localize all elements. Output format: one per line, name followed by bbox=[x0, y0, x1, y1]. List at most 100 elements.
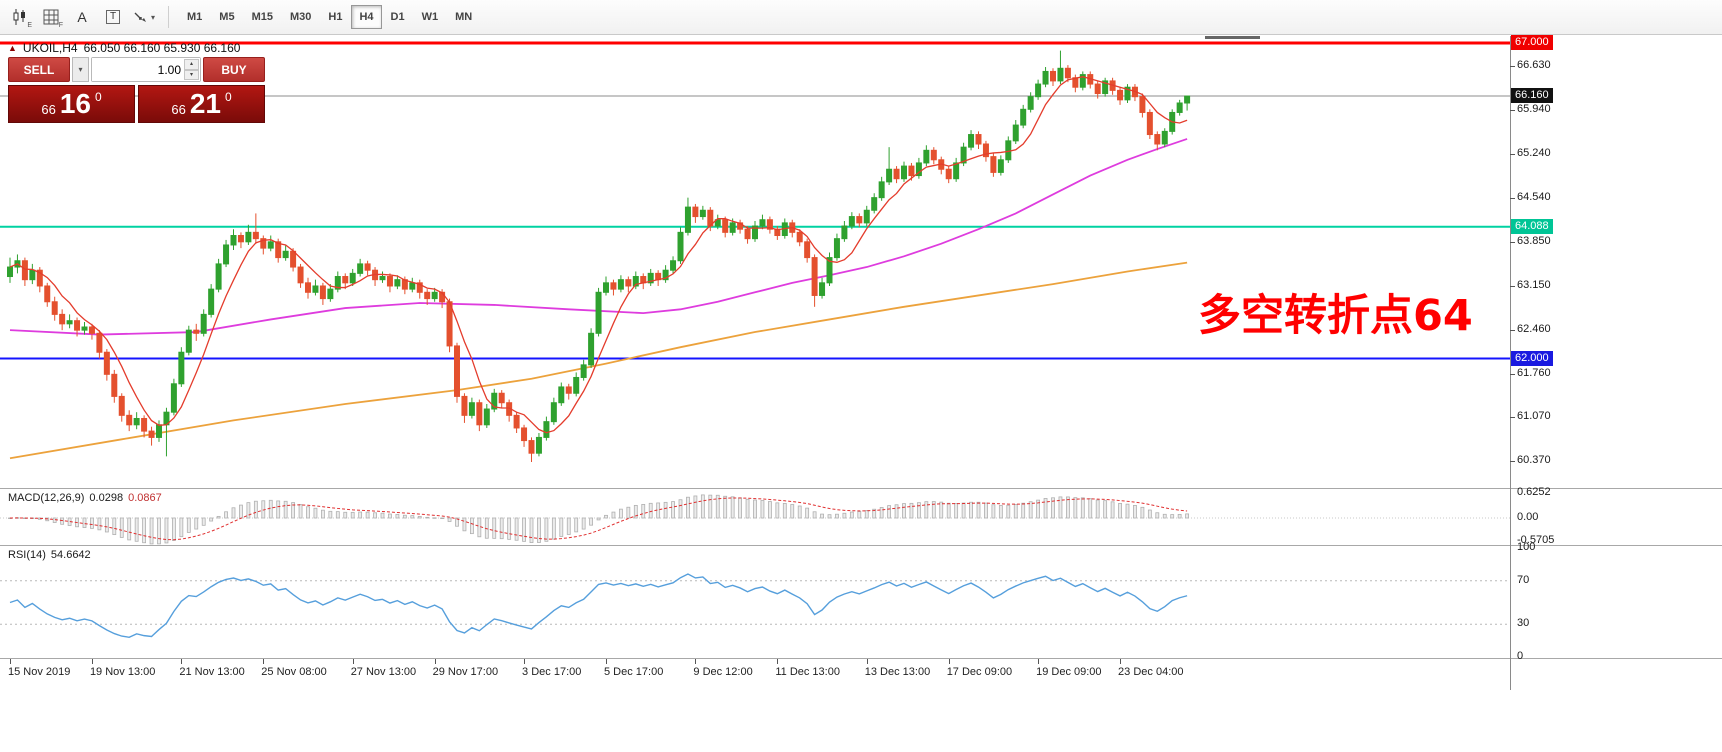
grid-icon[interactable]: F bbox=[37, 4, 65, 30]
text-tool-icon[interactable]: T bbox=[99, 4, 127, 30]
volume-field: ▴ ▾ bbox=[91, 57, 201, 82]
fast-ma-line bbox=[9, 76, 1188, 434]
candle bbox=[81, 321, 88, 335]
volume-increase-button[interactable]: ▴ bbox=[184, 59, 199, 70]
timeframe-w1[interactable]: W1 bbox=[414, 5, 447, 29]
candle bbox=[319, 282, 326, 305]
rsi-indicator-chart[interactable] bbox=[0, 546, 1510, 658]
candle bbox=[88, 323, 95, 340]
order-type-dropdown[interactable]: ▾ bbox=[72, 57, 89, 82]
macd-axis-label: 0.00 bbox=[1517, 511, 1539, 523]
candle bbox=[737, 219, 744, 234]
time-axis-label: 29 Nov 17:00 bbox=[432, 666, 499, 678]
sell-big-figure: 66 bbox=[41, 102, 56, 117]
candle bbox=[1176, 99, 1183, 116]
candle bbox=[118, 393, 125, 422]
time-axis-tick bbox=[777, 659, 779, 664]
price-level-badge: 62.000 bbox=[1511, 350, 1553, 366]
time-axis-tick bbox=[1120, 659, 1122, 664]
top-toolbar: E F A T ▾ M1 M5 M15 M30 H1 H4 D1 W1 MN bbox=[0, 0, 1722, 35]
price-axis-label: 65.940 bbox=[1517, 102, 1551, 115]
candle bbox=[36, 267, 43, 293]
timeframe-m15[interactable]: M15 bbox=[244, 5, 281, 29]
time-axis-label: 17 Dec 09:00 bbox=[946, 666, 1013, 678]
candle bbox=[1184, 95, 1191, 111]
sell-pips: 16 bbox=[59, 88, 91, 119]
rsi-panel-divider[interactable] bbox=[0, 545, 1722, 546]
buy-button[interactable]: BUY bbox=[203, 57, 265, 82]
candle bbox=[379, 271, 386, 283]
candle bbox=[513, 412, 520, 434]
candle bbox=[1057, 50, 1064, 85]
rsi-axis-label: 70 bbox=[1517, 573, 1530, 586]
candles-layer bbox=[7, 50, 1191, 463]
chart-scrollbar-thumb[interactable] bbox=[1205, 36, 1260, 39]
candle bbox=[1154, 131, 1161, 151]
candle bbox=[826, 252, 833, 286]
candle bbox=[1117, 87, 1124, 105]
candle bbox=[1146, 109, 1153, 139]
candle bbox=[997, 155, 1004, 176]
one-click-toggle-icon[interactable]: ▲ bbox=[8, 43, 17, 53]
time-axis-label: 27 Nov 13:00 bbox=[350, 666, 417, 678]
chart-annotation-text: 多空转折点64 bbox=[1198, 291, 1473, 341]
candle bbox=[66, 314, 73, 329]
price-axis-label: 63.150 bbox=[1517, 278, 1551, 291]
sell-button[interactable]: SELL bbox=[8, 57, 70, 82]
candle bbox=[982, 140, 989, 162]
timeframe-h4[interactable]: H4 bbox=[351, 5, 382, 29]
buy-point: 0 bbox=[224, 90, 232, 104]
buy-price-button[interactable]: 66 21 0 bbox=[138, 85, 265, 123]
price-axis-label: 61.760 bbox=[1517, 366, 1551, 379]
candlestick-chart-icon[interactable]: E bbox=[6, 4, 34, 30]
candle bbox=[349, 268, 356, 286]
candle bbox=[1027, 92, 1034, 113]
candle bbox=[282, 244, 289, 261]
rsi-axis-label: 30 bbox=[1517, 617, 1530, 630]
macd-panel-divider[interactable] bbox=[0, 488, 1722, 489]
rsi-axis-label: 100 bbox=[1517, 541, 1536, 553]
candle bbox=[327, 284, 334, 302]
macd-indicator-chart[interactable] bbox=[0, 489, 1510, 545]
macd-name: MACD(12,26,9) bbox=[8, 492, 85, 504]
time-axis-tick bbox=[866, 659, 868, 664]
price-axis-label: 60.370 bbox=[1517, 454, 1551, 467]
candle bbox=[461, 393, 468, 423]
volume-decrease-button[interactable]: ▾ bbox=[184, 69, 199, 80]
volume-input[interactable] bbox=[92, 58, 200, 81]
time-axis-tick bbox=[10, 659, 11, 664]
timeframe-d1[interactable]: D1 bbox=[383, 5, 413, 29]
time-axis-label: 15 Nov 2019 bbox=[8, 666, 71, 678]
candle bbox=[111, 369, 118, 403]
symbol-period-label: UKOIL,H4 bbox=[22, 41, 78, 55]
time-axis-tick bbox=[524, 659, 526, 664]
timeframe-mn[interactable]: MN bbox=[447, 5, 480, 29]
icon-sub-letter: E bbox=[27, 22, 32, 29]
candle bbox=[923, 145, 930, 167]
ohlc-values-label: 66.050 66.160 65.930 66.160 bbox=[83, 41, 241, 55]
timeframe-m1[interactable]: M1 bbox=[179, 5, 210, 29]
toolbar-separator bbox=[168, 6, 169, 28]
candle bbox=[1020, 104, 1027, 129]
symbol-info: ▲ UKOIL,H4 66.050 66.160 65.930 66.160 bbox=[8, 41, 240, 55]
time-axis-label: 5 Dec 17:00 bbox=[604, 666, 664, 678]
candle bbox=[431, 287, 438, 302]
candle bbox=[468, 397, 475, 419]
candle bbox=[766, 216, 773, 234]
sell-price-button[interactable]: 66 16 0 bbox=[8, 85, 135, 123]
candle bbox=[74, 317, 81, 337]
candle bbox=[521, 424, 528, 447]
timeframe-h1[interactable]: H1 bbox=[320, 5, 350, 29]
candle bbox=[29, 263, 36, 285]
font-label-glyph: A bbox=[77, 9, 87, 25]
font-label-icon[interactable]: A bbox=[68, 4, 96, 30]
candle bbox=[312, 279, 319, 296]
arrow-tool-icon[interactable]: ▾ bbox=[130, 4, 158, 30]
arrow-glyph bbox=[134, 12, 146, 22]
candle bbox=[841, 220, 848, 242]
price-axis-border bbox=[1510, 36, 1511, 690]
candle bbox=[871, 193, 878, 214]
candle bbox=[1035, 79, 1042, 100]
timeframe-m30[interactable]: M30 bbox=[282, 5, 319, 29]
timeframe-m5[interactable]: M5 bbox=[211, 5, 242, 29]
